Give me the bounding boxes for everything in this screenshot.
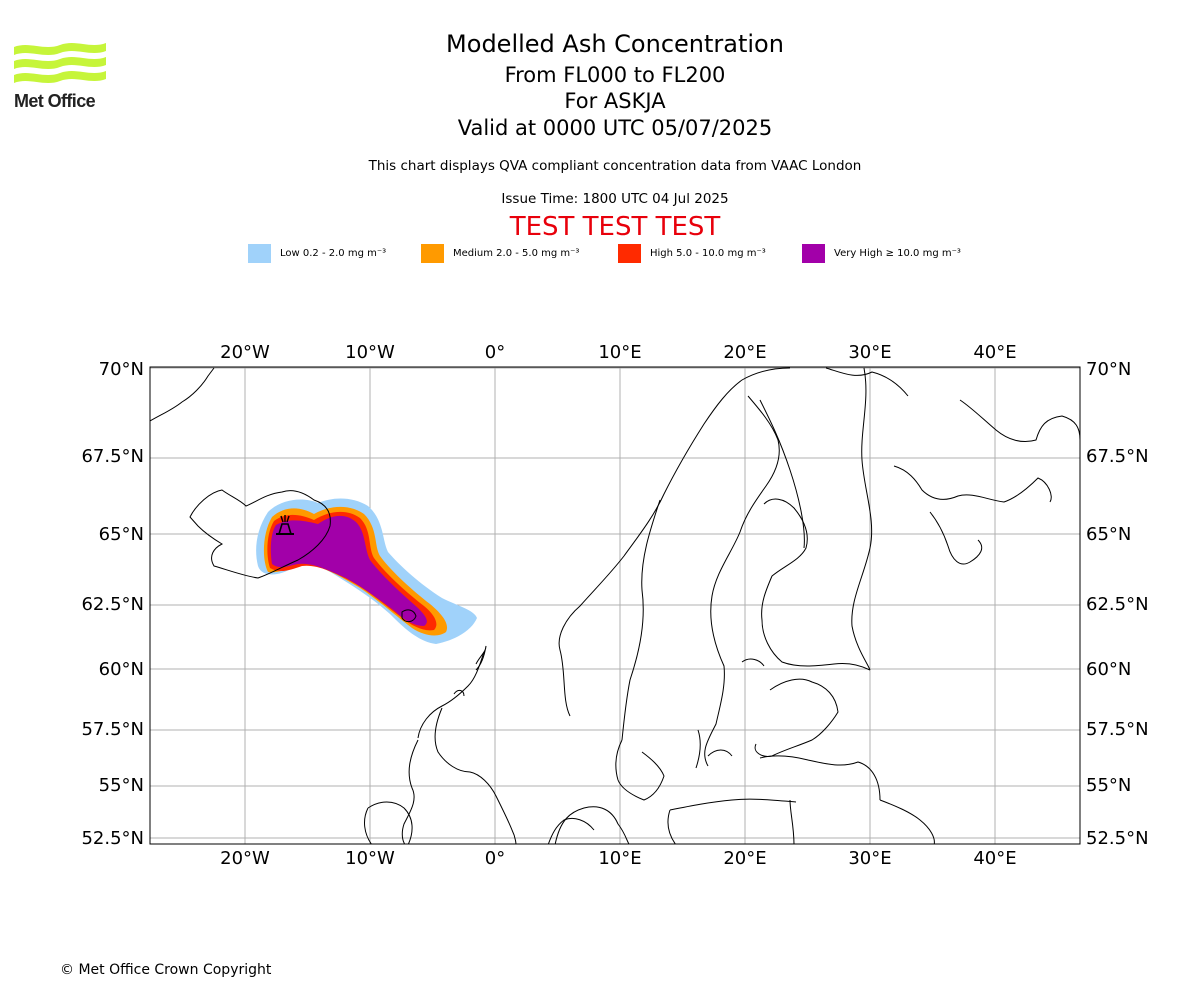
lon-labels-top: 20°W 10°W 0° 10°E 20°E 30°E 40°E [220,342,1016,363]
legend-item-medium: Medium 2.0 - 5.0 mg m⁻³ [421,244,579,263]
lat-tick-left: 62.5°N [81,594,144,615]
lat-tick-left: 70°N [99,359,144,380]
lat-tick-left: 57.5°N [81,719,144,740]
lat-tick-left: 60°N [99,659,144,680]
lon-tick-top: 40°E [973,342,1016,363]
lon-labels-bottom: 20°W 10°W 0° 10°E 20°E 30°E 40°E [220,848,1016,869]
lon-tick-bottom: 40°E [973,848,1016,869]
lat-tick-right: 67.5°N [1086,446,1149,467]
legend-item-high: High 5.0 - 10.0 mg m⁻³ [618,244,766,263]
map-frame [149,366,1081,845]
flight-level-range: From FL000 to FL200 [504,63,726,87]
ash-plume-very-high [270,515,427,626]
lon-tick-bottom: 10°W [345,848,395,869]
legend-label-high: High 5.0 - 10.0 mg m⁻³ [650,248,766,259]
logo-text: Met Office [14,91,96,111]
lon-tick-top: 10°E [598,342,641,363]
lat-tick-right: 60°N [1086,659,1131,680]
lon-tick-bottom: 20°W [220,848,270,869]
legend-swatch-medium [421,244,444,263]
legend-swatch-very-high [802,244,825,263]
lat-tick-right: 65°N [1086,524,1131,545]
lat-tick-left: 67.5°N [81,446,144,467]
lat-tick-right: 62.5°N [1086,594,1149,615]
lat-labels-right: 70°N 67.5°N 65°N 62.5°N 60°N 57.5°N 55°N… [1086,359,1149,849]
lon-tick-bottom: 10°E [598,848,641,869]
lon-tick-top: 20°E [723,342,766,363]
qva-note: This chart displays QVA compliant concen… [368,158,862,174]
lon-tick-top: 30°E [848,342,891,363]
legend-swatch-high [618,244,641,263]
valid-time: Valid at 0000 UTC 05/07/2025 [457,116,773,140]
legend-item-very-high: Very High ≥ 10.0 mg m⁻³ [802,244,961,263]
chart-title: Modelled Ash Concentration [446,30,784,58]
lat-tick-left: 52.5°N [81,828,144,849]
met-office-logo-icon [14,43,106,83]
legend-item-low: Low 0.2 - 2.0 mg m⁻³ [248,244,386,263]
issue-time: Issue Time: 1800 UTC 04 Jul 2025 [501,191,729,207]
lat-labels-left: 70°N 67.5°N 65°N 62.5°N 60°N 57.5°N 55°N… [81,359,144,849]
legend-label-low: Low 0.2 - 2.0 mg m⁻³ [280,248,387,259]
legend-swatch-low [248,244,271,263]
volcano-name: For ASKJA [564,89,666,113]
lon-tick-top: 20°W [220,342,270,363]
copyright-text: © Met Office Crown Copyright [60,962,272,978]
lon-tick-bottom: 30°E [848,848,891,869]
test-banner: TEST TEST TEST [509,212,721,242]
lon-tick-top: 0° [485,342,505,363]
lat-tick-right: 70°N [1086,359,1131,380]
lat-tick-right: 55°N [1086,775,1131,796]
legend-label-very-high: Very High ≥ 10.0 mg m⁻³ [834,248,961,259]
map-gridlines [150,367,1080,844]
lat-tick-right: 52.5°N [1086,828,1149,849]
coastlines [150,367,1080,844]
lat-tick-left: 65°N [99,524,144,545]
legend-label-medium: Medium 2.0 - 5.0 mg m⁻³ [453,248,580,259]
lat-tick-right: 57.5°N [1086,719,1149,740]
volcano-icon [276,515,294,535]
lon-tick-top: 10°W [345,342,395,363]
lat-tick-left: 55°N [99,775,144,796]
lon-tick-bottom: 20°E [723,848,766,869]
lon-tick-bottom: 0° [485,848,505,869]
